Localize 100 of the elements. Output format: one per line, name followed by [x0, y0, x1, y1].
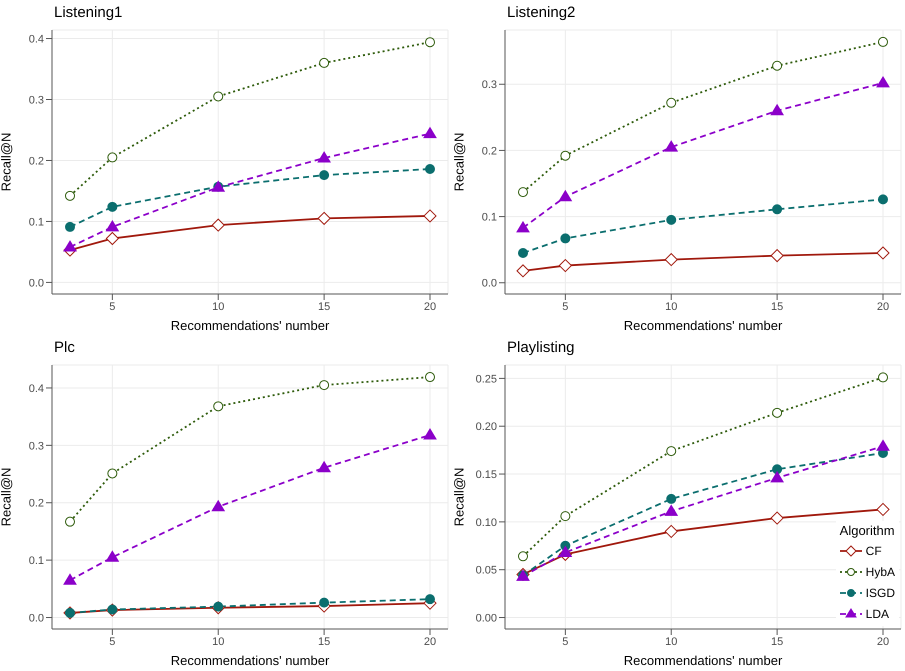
- y-tick-label: 0.00: [476, 612, 497, 624]
- point: [425, 37, 435, 48]
- point: [876, 502, 890, 516]
- point: [425, 164, 435, 174]
- x-tick-label: 5: [562, 636, 568, 648]
- point: [107, 468, 118, 478]
- y-tick-label: 0.3: [28, 94, 44, 106]
- legend-label: LDA: [866, 606, 889, 620]
- point: [666, 214, 676, 225]
- point: [107, 202, 118, 212]
- point: [318, 212, 331, 225]
- point: [424, 127, 436, 138]
- y-tick-label: 0.2: [482, 145, 497, 158]
- point: [876, 246, 890, 260]
- y-tick-label: 0.20: [476, 421, 497, 434]
- point: [65, 516, 75, 527]
- point: [106, 550, 119, 562]
- legend-label: ISGD: [866, 586, 895, 600]
- point: [424, 209, 436, 222]
- x-axis-title: Recommendations' number: [624, 318, 783, 333]
- point: [664, 504, 678, 516]
- x-tick-label: 20: [876, 636, 890, 648]
- point: [666, 446, 676, 456]
- point: [666, 494, 676, 504]
- y-tick-label: 0.1: [482, 211, 497, 224]
- point: [213, 602, 224, 612]
- legend-label: HybA: [866, 564, 895, 578]
- point: [319, 170, 330, 180]
- x-tick-label: 15: [770, 636, 784, 648]
- point: [772, 204, 782, 214]
- x-tick-label: 20: [424, 636, 436, 648]
- point: [318, 461, 331, 472]
- x-tick-label: 5: [109, 636, 116, 648]
- point: [878, 194, 888, 204]
- x-tick-label: 10: [665, 300, 678, 313]
- point: [876, 76, 890, 88]
- x-tick-label: 10: [212, 636, 224, 648]
- y-tick-label: 0.2: [28, 155, 44, 168]
- x-tick-label: 15: [318, 636, 330, 648]
- point: [425, 594, 435, 604]
- y-tick-label: 0.4: [28, 33, 44, 46]
- x-tick-label: 5: [562, 300, 568, 313]
- point: [212, 500, 225, 512]
- x-tick-label: 10: [212, 300, 224, 313]
- y-tick-label: 0.10: [476, 516, 497, 529]
- point: [212, 218, 225, 232]
- point: [319, 598, 330, 608]
- x-tick-label: 20: [876, 300, 890, 313]
- point: [518, 248, 528, 258]
- chart-title: Listening2: [507, 4, 576, 21]
- point: [560, 150, 570, 161]
- x-tick-label: 10: [665, 636, 678, 648]
- y-axis-title: Recall@N: [452, 132, 467, 192]
- point: [516, 221, 530, 232]
- point: [558, 190, 572, 202]
- x-tick-label: 5: [109, 300, 116, 313]
- point: [319, 380, 330, 390]
- x-tick-label: 20: [424, 300, 436, 313]
- legend-title: Algorithm: [840, 523, 895, 538]
- point: [107, 152, 118, 162]
- point: [213, 91, 224, 102]
- point: [319, 58, 330, 68]
- point: [558, 546, 572, 557]
- x-tick-label: 15: [318, 300, 330, 313]
- point: [64, 574, 76, 585]
- y-tick-label: 0.0: [28, 612, 44, 624]
- point: [666, 98, 676, 108]
- x-tick-label: 15: [770, 300, 784, 313]
- point: [664, 524, 678, 538]
- point: [518, 187, 528, 198]
- point: [516, 264, 530, 278]
- y-tick-label: 0.0: [28, 277, 44, 290]
- point: [876, 440, 890, 451]
- point: [664, 253, 678, 266]
- y-axis-title: Recall@N: [0, 132, 14, 192]
- y-tick-label: 0.15: [476, 468, 497, 481]
- y-tick-label: 0.3: [482, 79, 497, 92]
- x-axis-title: Recommendations' number: [624, 653, 783, 668]
- point: [106, 232, 119, 246]
- point: [425, 372, 435, 382]
- point: [770, 512, 784, 525]
- point: [558, 259, 572, 272]
- y-tick-label: 0.2: [28, 498, 44, 510]
- point: [106, 220, 119, 232]
- y-axis-title: Recall@N: [0, 468, 14, 526]
- point: [424, 428, 436, 440]
- y-tick-label: 0.3: [28, 440, 44, 452]
- point: [64, 240, 76, 252]
- point: [65, 190, 75, 201]
- point: [772, 464, 782, 474]
- chart-title: Listening1: [54, 4, 122, 21]
- chart-title: Playlisting: [507, 339, 575, 356]
- y-tick-label: 0.1: [28, 216, 44, 228]
- x-axis-title: Recommendations' number: [170, 318, 330, 333]
- point: [878, 372, 888, 382]
- point: [65, 222, 75, 232]
- y-tick-label: 0.05: [476, 564, 497, 577]
- point: [318, 152, 331, 163]
- y-tick-label: 0.1: [28, 555, 44, 568]
- point: [213, 401, 224, 412]
